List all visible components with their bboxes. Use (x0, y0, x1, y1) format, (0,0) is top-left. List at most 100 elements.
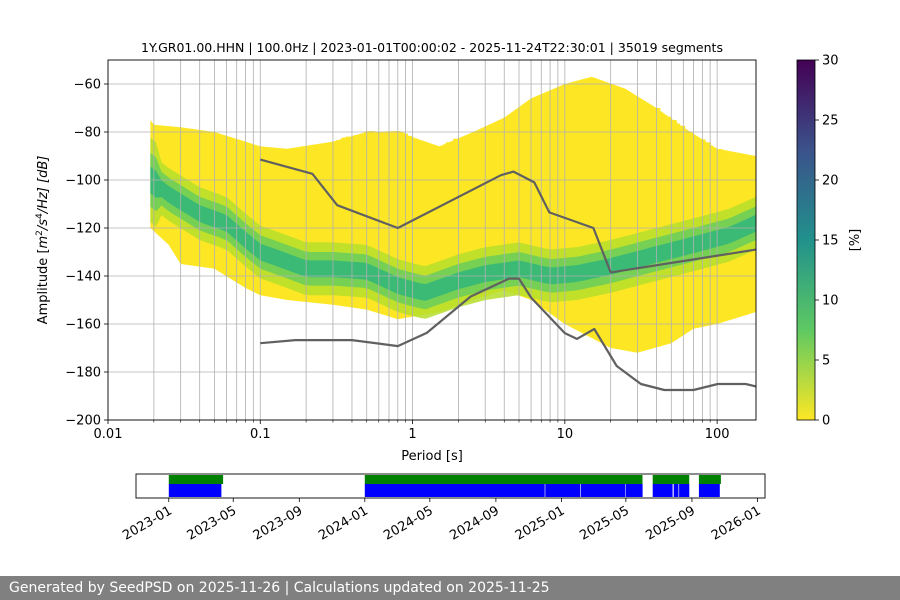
psd-density-bin (425, 143, 431, 146)
psd-density-bin (727, 155, 733, 158)
timeline-interval (698, 475, 721, 484)
psd-density-bin (435, 150, 441, 153)
x-tick-label: 0.01 (94, 427, 123, 442)
colorbar-tick-label: 15 (822, 234, 839, 249)
psd-density-bin (432, 145, 438, 148)
timeline-interval (545, 484, 581, 497)
psd-density-bin (376, 131, 382, 134)
y-tick-label: −100 (65, 174, 101, 189)
x-tick-label: 1 (408, 427, 416, 442)
timeline-tick-label: 2023-01 (120, 503, 175, 543)
psd-density-bin (703, 144, 709, 147)
psd-density-bin (352, 136, 358, 139)
psd-density-bin (339, 142, 345, 145)
psd-density-bin (336, 140, 341, 143)
psd-density-bin (689, 134, 694, 137)
timeline-tick-label: 2026-01 (709, 503, 764, 543)
colorbar-gradient (796, 59, 816, 421)
chart-title: 1Y.GR01.00.HHN | 100.0Hz | 2023-01-01T00… (141, 40, 723, 55)
x-tick-label: 100 (705, 427, 730, 442)
colorbar-tick-label: 5 (822, 354, 830, 369)
timeline-frame (135, 473, 766, 499)
timeline-interval (580, 484, 626, 497)
psd-density-bin (425, 146, 431, 149)
psd-density-bin (399, 132, 405, 135)
timeline-tick-label: 2024-01 (316, 503, 371, 543)
x-tick-label: 10 (557, 427, 574, 442)
psd-density-bin (453, 138, 459, 141)
psd-density-bin (675, 123, 680, 126)
psd-density-bin (735, 154, 741, 157)
psd-density (150, 76, 756, 353)
psd-density-bin (670, 120, 675, 123)
y-tick-label: −140 (65, 270, 101, 285)
x-axis-label: Period [s] (401, 449, 463, 464)
timeline-tick-label: 2025-01 (513, 503, 568, 543)
plot-frame (107, 59, 757, 421)
grid (108, 60, 756, 421)
psd-density-bin (440, 151, 446, 154)
psd-density-bin (445, 142, 451, 145)
psd-density-bin (705, 142, 711, 145)
psd-density-bin (727, 151, 732, 154)
noise-models (260, 158, 757, 392)
psd-density-bin (428, 149, 434, 152)
psd-plot-area: −200 −180 −160 −140 −120 −100 −80 −60 0.01 0.1 1 10… (35, 59, 757, 464)
timeline-interval (168, 484, 222, 497)
psd-density-bin (419, 142, 424, 145)
psd-density-bin (725, 155, 731, 158)
psd-density-bin (444, 145, 449, 148)
psd-density-bin (332, 143, 337, 146)
timeline-interval (673, 484, 679, 497)
psd-density-bin (732, 156, 738, 158)
timeline-interval (652, 475, 690, 484)
psd-density-bin (679, 128, 685, 131)
colorbar-tick-label: 10 (822, 294, 839, 309)
timeline-interval (652, 484, 673, 497)
psd-density-bin (712, 151, 718, 154)
psd-density-bin (440, 146, 446, 149)
psd-figure: 1Y.GR01.00.HHN | 100.0Hz | 2023-01-01T00… (35, 40, 863, 544)
psd-density-bin (339, 140, 345, 143)
timeline-tick-label: 2023-09 (251, 503, 306, 543)
psd-density-bin (424, 145, 430, 148)
y-axis-label: Amplitude [m2/s4/Hz] [dB] (35, 156, 51, 325)
psd-density-bin (737, 155, 743, 158)
psd-density-bin (361, 136, 367, 139)
y-tick-label: −160 (65, 318, 101, 333)
timeline-interval (698, 484, 720, 497)
colorbar: 0 5 10 15 20 25 30 [%] (796, 54, 863, 429)
psd-density-bin (384, 132, 390, 135)
timeline-interval (679, 484, 690, 497)
colorbar-tick-label: 20 (822, 174, 839, 189)
psd-density-bin (719, 154, 725, 157)
timeline-interval (364, 484, 545, 497)
psd-density-bin (676, 127, 682, 129)
psd-density-bin (700, 139, 706, 142)
psd-density-bin (372, 132, 378, 135)
psd-density-bin (718, 149, 724, 152)
psd-density-bin (356, 134, 362, 137)
timeline-interval (625, 484, 643, 497)
data-availability-timeline: 2023-01 2023-05 2023-09 2024-01 2024-05 2024-… (120, 473, 766, 544)
y-tick-label: −80 (74, 126, 101, 141)
psd-density-bin (342, 140, 348, 142)
psd-density-bin (655, 108, 661, 110)
psd-density-bin (418, 141, 424, 144)
psd-density-bin (693, 138, 699, 141)
psd-density-bin (723, 151, 728, 154)
psd-density-bin (380, 131, 386, 134)
psd-density-bin (361, 134, 367, 136)
psd-density-bin (696, 140, 702, 143)
psd-density-bin (433, 147, 439, 150)
timeline-tick-label: 2024-05 (381, 503, 436, 543)
series-line-nlnm (260, 277, 757, 392)
timeline-tick-label: 2025-05 (577, 503, 632, 543)
x-tick-label: 0.1 (250, 427, 271, 442)
psd-density-bin (680, 125, 686, 128)
psd-density-bin (683, 132, 689, 135)
timeline-tick-label: 2025-09 (643, 503, 698, 543)
psd-density-bin (356, 136, 362, 139)
psd-density-bin (445, 143, 451, 146)
psd-density-bin (709, 149, 715, 152)
